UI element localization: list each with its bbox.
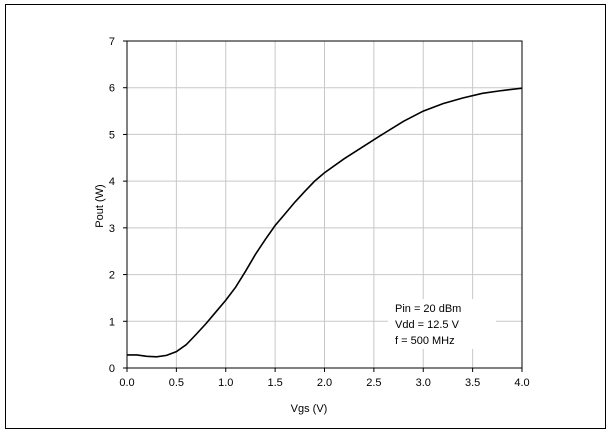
x-tick-label: 3.5	[465, 377, 480, 389]
y-tick-label: 3	[109, 223, 115, 235]
x-tick-label: 2.0	[317, 377, 332, 389]
y-tick-label: 6	[109, 83, 115, 95]
chart-frame	[5, 4, 606, 429]
y-tick-label: 4	[109, 176, 115, 188]
axes: 0.0 0.5 1.0 1.5 2.0 2.5 3.0 3.5 4.0 0 1 2 3 4 5 6 7	[109, 36, 530, 389]
annotation-freq: f = 500 MHz	[395, 335, 455, 347]
y-tick-label: 2	[109, 270, 115, 282]
x-tick-label: 1.0	[218, 377, 233, 389]
y-tick-label: 7	[109, 36, 115, 48]
x-tick-label: 2.5	[366, 377, 381, 389]
x-tick-label: 4.0	[514, 377, 529, 389]
x-axis-label: Vgs (V)	[291, 403, 328, 415]
y-tick-label: 5	[109, 129, 115, 141]
y-axis-label: Pout (W)	[94, 184, 106, 227]
y-tick-label: 1	[109, 316, 115, 328]
annotation-pin: Pin = 20 dBm	[395, 303, 461, 315]
x-tick-label: 0.0	[119, 377, 134, 389]
x-tick-label: 0.5	[169, 377, 184, 389]
x-tick-label: 3.0	[416, 377, 431, 389]
annotation-box	[388, 299, 496, 349]
pout-curve	[127, 87, 523, 358]
annotation-vdd: Vdd = 12.5 V	[395, 319, 460, 331]
x-tick-label: 1.5	[267, 377, 282, 389]
y-tick-label: 0	[109, 363, 115, 375]
